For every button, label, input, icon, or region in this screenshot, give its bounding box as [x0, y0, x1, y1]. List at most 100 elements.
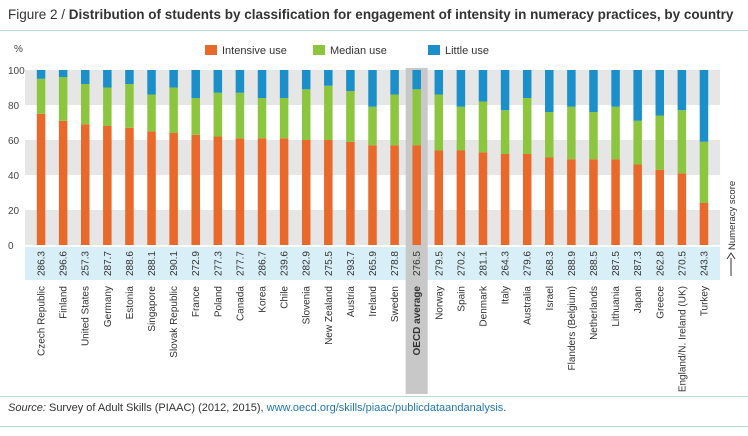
score-value: 287.5 — [611, 251, 622, 276]
numeracy-score-axis: Numeracy score — [726, 181, 738, 276]
score-value: 264.3 — [501, 251, 512, 276]
score-value: 281.1 — [478, 251, 489, 276]
y-tick-label: 100 — [8, 66, 25, 77]
legend-label: Little use — [445, 45, 489, 57]
bar-little-use — [412, 70, 421, 90]
score-value: 270.5 — [677, 251, 688, 276]
bar-median-use — [522, 98, 532, 154]
bar-little-use — [611, 70, 620, 107]
score-value: 290.1 — [169, 251, 180, 276]
bar-median-use — [567, 106, 576, 160]
y-axis: 0 20 40 60 80 100 — [8, 66, 25, 252]
category-label: Spain — [456, 286, 467, 312]
source-label: Source: — [8, 402, 46, 414]
bar-median-use — [655, 115, 665, 170]
bar-intensive-use — [611, 159, 620, 245]
bar-median-use — [147, 94, 156, 132]
y-tick-label: 60 — [8, 136, 20, 147]
score-value: 293.7 — [346, 251, 357, 276]
score-value: 288.1 — [147, 251, 158, 276]
bar-intensive-use — [125, 127, 134, 245]
bar-little-use — [235, 70, 245, 93]
category-label: Czech Republic — [37, 286, 48, 356]
score-value: 288.6 — [125, 251, 136, 276]
category-label: Singapore — [147, 286, 158, 332]
score-value: 262.8 — [655, 251, 666, 276]
numeracy-scores: 286.3 296.6 257.3 287.7 288.6 288.1 290.1 272.9… — [37, 251, 711, 276]
category-label: Flanders (Belgium) — [567, 286, 578, 370]
bar-little-use — [191, 70, 200, 98]
category-label: Lithuania — [611, 286, 622, 327]
bar-median-use — [235, 92, 245, 139]
score-value: 239.6 — [280, 251, 291, 276]
source-link[interactable]: www.oecd.org/skills/piaac/publicdataanda… — [266, 402, 504, 414]
bar-intensive-use — [213, 136, 223, 245]
bar-little-use — [677, 70, 687, 111]
bar-median-use — [103, 87, 112, 126]
bar-little-use — [545, 70, 554, 112]
bar-little-use — [478, 70, 488, 102]
score-value: 265.9 — [368, 251, 379, 276]
bar-little-use — [633, 70, 642, 121]
category-label: Korea — [258, 286, 269, 313]
numeracy-score-band — [25, 247, 720, 280]
y-tick-label: 40 — [8, 171, 20, 182]
arrow-up-icon — [726, 252, 736, 260]
category-label: Austria — [346, 286, 357, 318]
score-value: 243.3 — [699, 251, 710, 276]
bar-median-use — [346, 91, 355, 142]
source-divider-bottom — [0, 426, 748, 427]
bar-intensive-use — [522, 154, 532, 245]
bar-little-use — [125, 70, 134, 84]
bar-intensive-use — [279, 138, 289, 245]
bar-little-use — [522, 70, 532, 98]
bar-little-use — [655, 70, 665, 116]
bar-little-use — [36, 70, 46, 79]
source-divider-top — [0, 396, 748, 397]
bar-intensive-use — [58, 120, 68, 245]
bar-median-use — [213, 92, 223, 137]
score-value: 268.3 — [545, 251, 556, 276]
score-value: 282.9 — [302, 251, 313, 276]
bar-median-use — [191, 98, 200, 135]
bar-intensive-use — [390, 145, 399, 245]
category-label: Finland — [59, 286, 70, 319]
bar-intensive-use — [147, 131, 156, 245]
bar-little-use — [147, 70, 156, 95]
bar-intensive-use — [301, 140, 311, 245]
category-label: Sweden — [390, 286, 401, 322]
category-label: New Zealand — [324, 286, 335, 345]
bar-little-use — [169, 70, 178, 88]
score-value: 277.7 — [235, 251, 246, 276]
score-value: 279.6 — [523, 251, 534, 276]
score-value: 275.5 — [324, 251, 335, 276]
category-label: Netherlands — [589, 286, 600, 340]
bar-median-use — [434, 94, 444, 151]
score-value: 287.3 — [633, 251, 644, 276]
bar-median-use — [257, 98, 267, 139]
bar-intensive-use — [478, 152, 488, 245]
bar-intensive-use — [80, 124, 90, 245]
bar-little-use — [434, 70, 444, 95]
bar-little-use — [368, 70, 377, 107]
bar-intensive-use — [589, 159, 598, 245]
bar-intensive-use — [699, 203, 709, 245]
country-labels: Czech Republic Finland United States German… — [37, 285, 711, 392]
bar-intensive-use — [103, 126, 112, 245]
category-label: England/N. Ireland (UK) — [677, 286, 688, 392]
category-label: Ireland — [368, 286, 379, 317]
bar-median-use — [80, 84, 90, 125]
bar-intensive-use — [412, 145, 421, 245]
score-value: 276.5 — [412, 251, 423, 276]
category-label: Canada — [235, 286, 246, 321]
category-label: United States — [81, 286, 92, 346]
bar-little-use — [103, 70, 112, 88]
score-value: 277.3 — [213, 251, 224, 276]
category-label: OECD average — [412, 286, 423, 356]
bar-little-use — [567, 70, 576, 107]
bar-median-use — [390, 94, 399, 146]
score-value: 279.5 — [434, 251, 445, 276]
bar-median-use — [478, 101, 488, 153]
bar-median-use — [279, 98, 289, 139]
legend-label: Intensive use — [222, 45, 287, 57]
